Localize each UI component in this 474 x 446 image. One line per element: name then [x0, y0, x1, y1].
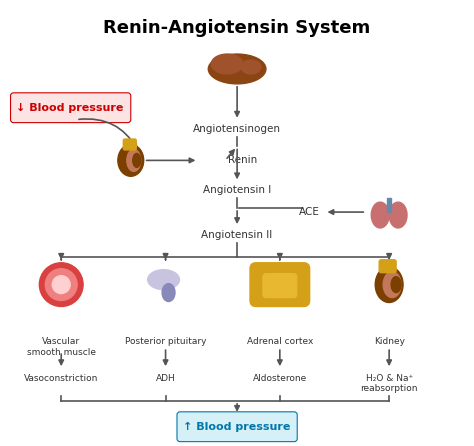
Ellipse shape	[162, 284, 175, 301]
Text: Adrenal cortex: Adrenal cortex	[246, 337, 313, 346]
Text: Posterior pituitary: Posterior pituitary	[125, 337, 206, 346]
Ellipse shape	[208, 54, 266, 84]
Text: ↑ Blood pressure: ↑ Blood pressure	[183, 421, 291, 432]
Text: Kidney: Kidney	[374, 337, 405, 346]
Ellipse shape	[391, 277, 401, 293]
Circle shape	[39, 263, 83, 306]
Ellipse shape	[389, 202, 407, 228]
Text: Renin: Renin	[228, 155, 257, 165]
Ellipse shape	[241, 60, 261, 74]
FancyBboxPatch shape	[250, 263, 310, 306]
FancyBboxPatch shape	[177, 412, 297, 442]
FancyBboxPatch shape	[263, 274, 297, 297]
Text: Renin-Angiotensin System: Renin-Angiotensin System	[103, 19, 371, 37]
Text: ACE: ACE	[299, 207, 320, 217]
Bar	[387, 198, 391, 212]
Text: Angiotensin II: Angiotensin II	[201, 230, 273, 240]
Ellipse shape	[127, 149, 141, 171]
Circle shape	[46, 268, 77, 301]
Text: Aldosterone: Aldosterone	[253, 374, 307, 383]
FancyBboxPatch shape	[123, 139, 136, 150]
Ellipse shape	[118, 145, 144, 176]
Text: Angiotensinogen: Angiotensinogen	[193, 124, 281, 134]
Circle shape	[52, 276, 70, 293]
Text: H₂O & Na⁺
reabsorption: H₂O & Na⁺ reabsorption	[360, 374, 418, 393]
FancyBboxPatch shape	[10, 93, 131, 123]
Ellipse shape	[211, 54, 243, 74]
Ellipse shape	[133, 153, 141, 167]
Ellipse shape	[383, 272, 401, 297]
Ellipse shape	[375, 267, 403, 302]
Ellipse shape	[371, 202, 389, 228]
Text: ↓ Blood pressure: ↓ Blood pressure	[17, 103, 124, 113]
Text: Angiotensin I: Angiotensin I	[203, 185, 271, 195]
Text: Vasoconstriction: Vasoconstriction	[24, 374, 99, 383]
FancyBboxPatch shape	[379, 260, 396, 273]
Text: ADH: ADH	[155, 374, 175, 383]
Text: Vascular
smooth muscle: Vascular smooth muscle	[27, 337, 96, 357]
Ellipse shape	[148, 270, 180, 289]
